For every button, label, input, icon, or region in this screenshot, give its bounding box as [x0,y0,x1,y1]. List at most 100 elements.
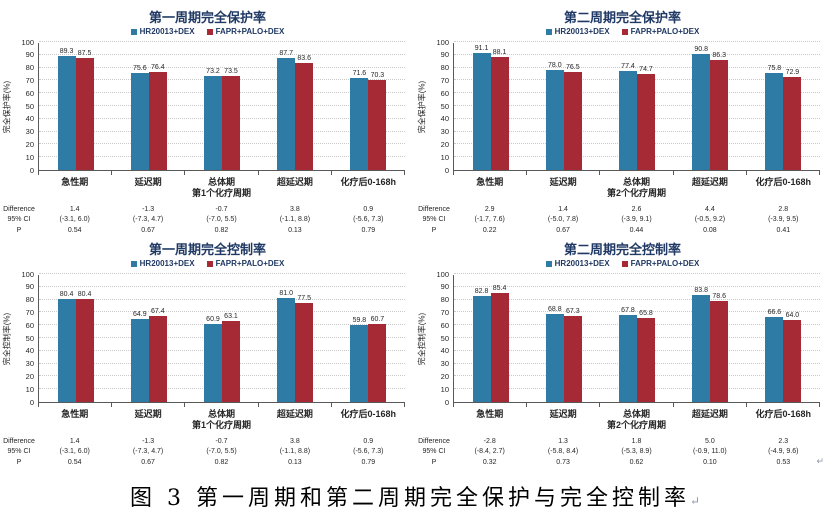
y-axis-tick-label: 20 [25,139,34,149]
bar-series2: 78.6 [710,293,729,402]
y-axis-tick-label: 10 [25,152,34,162]
bar-value-label: 83.8 [694,286,708,294]
y-axis-tick-label: 40 [440,114,449,124]
x-axis-category-label: 超延迟期 [673,177,746,200]
bar-series2: 76.4 [148,64,167,170]
x-axis-category-label: 急性期 [453,409,526,432]
bar-group: 82.8 85.4 [454,275,527,402]
bar-value-label: 77.5 [297,294,311,302]
p-value: 0.62 [629,458,644,466]
x-axis-tick [674,171,747,175]
difference-value: 2.9 [484,205,495,213]
x-axis-category-label: 化疗后0-168h [332,177,405,200]
y-axis-tick-label: 60 [25,88,34,98]
y-axis-tick-label: 30 [25,127,34,137]
y-axis-tick-label: 20 [440,371,449,381]
stats-values: 0.9 (-5.6, 7.3) 0.79 [332,205,405,237]
gridline [454,311,820,313]
bar-series2: 67.3 [563,308,582,402]
x-axis-category-label: 延迟期 [526,409,599,432]
y-axis: 0 10 20 30 40 50 60 70 80 90 100 [14,270,38,405]
p-value: 0.54 [67,458,82,466]
y-axis-tick-label: 50 [440,101,449,111]
y-axis-title: 完全控制率(%) [2,312,12,366]
bar-series2: 73.5 [221,68,240,170]
ci-value: (-1.7, 7.6) [474,216,505,223]
bar-value-label: 75.8 [767,64,782,72]
y-axis-tick-label: 80 [440,63,449,73]
bar-series2: 64.0 [783,312,802,402]
difference-value: 2.8 [778,205,789,213]
bar-group: 75.8 72.9 [747,43,820,170]
stats-values: 2.6 (-3.9, 9.1) 0.44 [600,205,673,237]
y-axis-tick-label: 50 [440,333,449,343]
plot-area: 完全保护率(%) 0 10 20 30 40 50 60 70 80 90 100 89.3 87.5 75… [0,38,415,174]
plot-canvas: 91.1 88.1 78.0 76.5 77.4 74.7 90.8 86.3 75.8 72.9 [453,41,820,171]
bar-group: 60.9 63.1 [185,275,258,402]
p-value: 0.44 [629,226,644,234]
stats-row-label: P [16,458,22,466]
difference-value: -0.7 [215,437,228,445]
legend-label: FAPR+PALO+DEX [215,27,285,36]
chart-cycle2-complete-control: 第二周期完全控制率 HR20013+DEX FAPR+PALO+DEX 完全控制率(%… [415,232,830,466]
bar-value-label: 72.9 [785,68,800,76]
bar-series1: 89.3 [57,48,76,170]
paragraph-return-mark: ↵ [816,455,824,466]
bar-group: 83.8 78.6 [674,275,747,402]
y-axis-title: 完全控制率(%) [417,312,427,366]
p-value: 0.32 [482,458,497,466]
difference-value: -1.3 [142,437,155,445]
bar-series1: 87.7 [277,50,296,170]
ci-value: (-3.1, 6.0) [59,448,90,455]
bar-series1: 90.8 [692,46,711,170]
x-axis-tick [185,403,259,407]
p-value: 0.22 [482,226,497,234]
bar-series1: 81.0 [277,290,296,402]
y-axis-tick-label: 60 [440,88,449,98]
gridline [454,285,820,287]
plot-area: 完全保护率(%) 0 10 20 30 40 50 60 70 80 90 100 91.1 88.1 78… [415,38,830,174]
x-axis-tick [527,171,601,175]
stats-values: 1.4 (-3.1, 6.0) 0.54 [38,205,111,237]
x-axis-category-label: 超延迟期 [258,177,331,200]
bar-value-label: 70.3 [370,72,385,80]
x-axis-category-label: 超延迟期 [258,409,331,432]
stats-values: -0.7 (-7.0, 5.5) 0.82 [185,437,258,469]
bar-series2: 85.4 [490,285,509,402]
y-axis-title: 完全保护率(%) [417,80,427,134]
y-axis-tick-label: 0 [444,397,449,407]
category-name: 总体期 [207,177,235,187]
bar-group: 90.8 86.3 [674,43,747,170]
plot-canvas: 80.4 80.4 64.9 67.4 60.9 63.1 81.0 77.5 59.8 60.7 [38,273,405,403]
legend-item: HR20013+DEX [130,27,195,36]
bar-series1: 77.4 [618,63,637,170]
bar-value-label: 63.1 [224,313,238,321]
stats-row-label: Difference [3,205,35,213]
bar-series1: 60.9 [203,316,222,402]
stats-row-label: Difference [418,437,450,445]
x-axis-labels: 急性期 延迟期 总体期 第1个化疗周期 超延迟期 化疗后0-168h [38,409,405,432]
bar-value-label: 73.5 [224,67,238,75]
y-axis-tick-label: 70 [440,307,449,317]
y-axis-tick-label: 10 [440,384,449,394]
legend-item: FAPR+PALO+DEX [206,259,284,268]
stats-row-label: 95% CI [7,216,31,223]
bar-series2: 63.1 [221,313,240,402]
y-axis-tick-label: 80 [25,295,34,305]
y-axis-tick-label: 90 [25,282,34,292]
stats-row-label: 95% CI [7,448,31,455]
legend-label: HR20013+DEX [139,27,195,36]
gridline [39,273,405,274]
plot-canvas: 82.8 85.4 68.8 67.3 67.8 65.8 83.8 78.6 66.6 64.0 [453,273,820,403]
gridline [454,273,820,274]
y-axis-tick-label: 20 [440,139,449,149]
y-axis-tick-label: 90 [440,50,449,60]
bar-value-label: 81.0 [279,290,293,298]
y-axis-tick-label: 50 [25,333,34,343]
y-axis-tick-label: 10 [440,152,449,162]
y-axis-tick-label: 80 [440,295,449,305]
bar-value-label: 82.8 [474,288,489,296]
x-axis-category-label: 延迟期 [111,177,184,200]
ci-value: (-7.3, 4.7) [132,216,164,223]
legend-item: HR20013+DEX [545,259,610,268]
